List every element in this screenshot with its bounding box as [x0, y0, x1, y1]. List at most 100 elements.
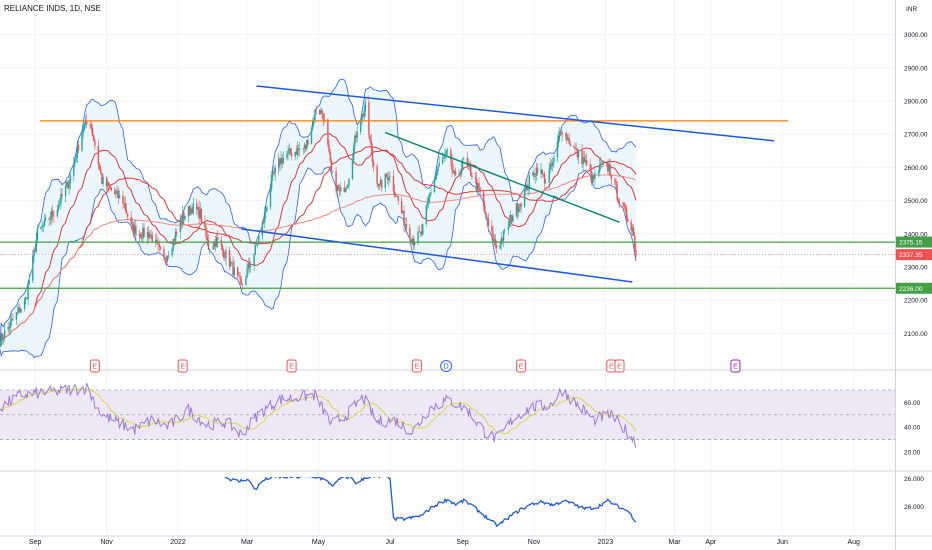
time-axis-tick: Sep: [29, 539, 42, 546]
candle-body: [59, 204, 61, 206]
candle-body: [618, 201, 621, 203]
rsi-plot: [0, 382, 895, 448]
candle-body: [172, 239, 175, 249]
candle-body: [493, 239, 495, 242]
candle-body: [560, 131, 562, 133]
candle-body: [372, 161, 375, 167]
earnings-marker: [516, 359, 527, 373]
candle-body: [422, 223, 424, 235]
candle-body: [634, 235, 636, 250]
candle-body: [484, 205, 486, 213]
price-badge-label: 2375.15: [899, 240, 923, 247]
candle-body: [143, 227, 145, 238]
candle-body: [299, 148, 301, 150]
candle-body: [438, 163, 440, 167]
grid: [0, 0, 895, 536]
candle-body: [323, 119, 326, 121]
candle-body: [173, 239, 176, 241]
candle-body: [527, 186, 529, 191]
candle-body: [626, 218, 629, 222]
candle-body: [265, 210, 267, 213]
candle-body: [631, 227, 634, 231]
candle-body: [381, 179, 383, 189]
candle-body: [240, 279, 242, 284]
candle-body: [355, 135, 357, 138]
candle-body: [32, 255, 34, 281]
candle-body: [107, 182, 109, 187]
candle-body: [81, 133, 83, 151]
candle-body: [261, 221, 264, 236]
candle-body: [393, 191, 396, 196]
candle-body: [425, 205, 427, 224]
candle-body: [573, 146, 575, 147]
candle-body: [142, 227, 144, 239]
candle-body: [582, 157, 584, 164]
candle-body: [550, 163, 553, 166]
candle-body: [371, 148, 374, 162]
candle-body: [196, 203, 198, 210]
candle-body: [427, 197, 430, 202]
time-axis-tick: Aug: [847, 539, 860, 546]
candle-body: [542, 173, 545, 175]
candle-body: [231, 262, 233, 264]
candle-body: [303, 144, 306, 149]
candle-body: [364, 101, 367, 111]
candle-body: [233, 267, 235, 276]
candle-body: [535, 167, 538, 176]
candle-body: [155, 239, 157, 243]
candle-body: [426, 201, 429, 206]
candle-body: [504, 229, 506, 231]
candle-body: [15, 312, 18, 320]
candle-body: [122, 195, 124, 204]
candle-body: [44, 217, 47, 220]
candle-body: [232, 262, 234, 276]
event-marker-label: E: [519, 364, 524, 371]
price-axis-tick: 2500.00: [904, 198, 928, 205]
rsi-axis-tick: 20.00: [904, 450, 921, 457]
candle-body: [270, 174, 273, 189]
candle-body: [263, 212, 266, 223]
candle-body: [50, 211, 53, 219]
price-axis-tick: 2800.00: [904, 98, 928, 105]
candle-body: [516, 203, 519, 213]
candle-body: [123, 203, 125, 205]
candle-body: [302, 148, 305, 150]
candle-body: [338, 189, 341, 192]
candle-body: [614, 179, 616, 182]
candle-body: [290, 153, 293, 157]
candle-body: [541, 169, 543, 174]
candle-body: [164, 257, 166, 261]
candle-body: [163, 248, 165, 258]
candle-body: [64, 185, 67, 196]
candle-body: [533, 172, 535, 177]
candle-body: [296, 148, 299, 155]
candle-body: [328, 144, 330, 152]
candle-body: [2, 338, 5, 339]
candle-body: [593, 175, 595, 179]
candle-body: [370, 140, 372, 149]
candle-body: [197, 206, 199, 210]
candle-body: [354, 135, 356, 147]
candle-body: [187, 206, 190, 217]
candle-body: [509, 215, 512, 221]
candle-body: [585, 160, 588, 165]
candle-body: [536, 167, 539, 174]
candle-body: [617, 199, 620, 202]
candle-body: [11, 318, 13, 321]
candle-body: [622, 202, 624, 204]
candle-body: [77, 144, 80, 151]
candle-body: [345, 187, 348, 189]
candle-body: [545, 182, 547, 184]
candle-body: [403, 210, 405, 226]
candle-body: [574, 146, 576, 149]
time-axis-tick: Jul: [385, 539, 394, 546]
candle-body: [294, 151, 296, 157]
earnings-marker: [177, 359, 188, 373]
candle-body: [176, 231, 178, 233]
candle-body: [248, 264, 251, 268]
candle-body: [69, 175, 71, 184]
candle-body: [115, 192, 117, 194]
candle-body: [148, 232, 150, 239]
